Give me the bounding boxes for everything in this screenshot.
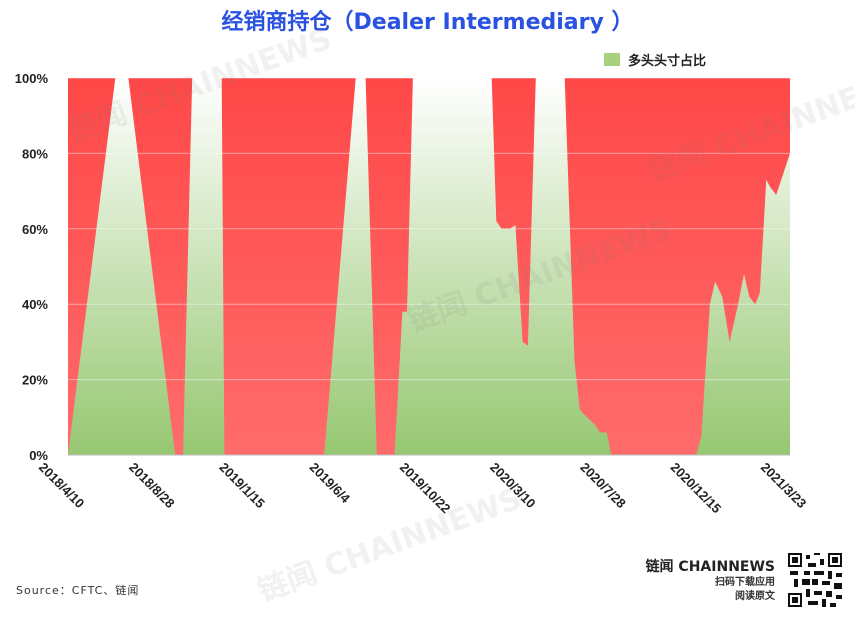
x-tick-label: 2021/3/23 [758,460,810,512]
legend-label: 多头头寸占比 [628,54,707,69]
legend-swatch [604,53,620,66]
y-tick-label: 40% [22,297,48,312]
chart-title: 经销商持仓（Dealer Intermediary ） [221,10,634,35]
x-tick-label: 2020/7/28 [577,460,629,512]
y-tick-label: 80% [22,146,48,161]
x-tick-label: 2019/6/4 [307,460,354,507]
legend: 多头头寸占比 [604,50,706,69]
x-tick-label: 2020/12/15 [668,460,725,517]
x-tick-label: 2020/3/10 [487,460,539,512]
brand-block: 链闻 CHAINNEWS 扫码下载应用 阅读原文 [643,556,775,604]
y-tick-label: 100% [15,71,49,86]
y-tick-label: 0% [29,448,48,463]
x-tick-label: 2019/1/15 [216,460,268,512]
x-tick-label: 2018/8/28 [126,460,178,512]
brand-line-1: 扫码下载应用 [715,577,775,588]
brand-name: 链闻 CHAINNEWS [645,559,775,575]
source-note: Source：CFTC、链闻 [16,584,140,597]
y-tick-label: 60% [22,222,48,237]
x-tick-label: 2019/10/22 [397,460,454,517]
qr-code-icon[interactable] [788,553,842,607]
x-tick-label: 2018/4/10 [36,460,88,512]
y-tick-label: 20% [22,373,48,388]
brand-line-2: 阅读原文 [735,591,775,602]
series-area [68,78,790,455]
